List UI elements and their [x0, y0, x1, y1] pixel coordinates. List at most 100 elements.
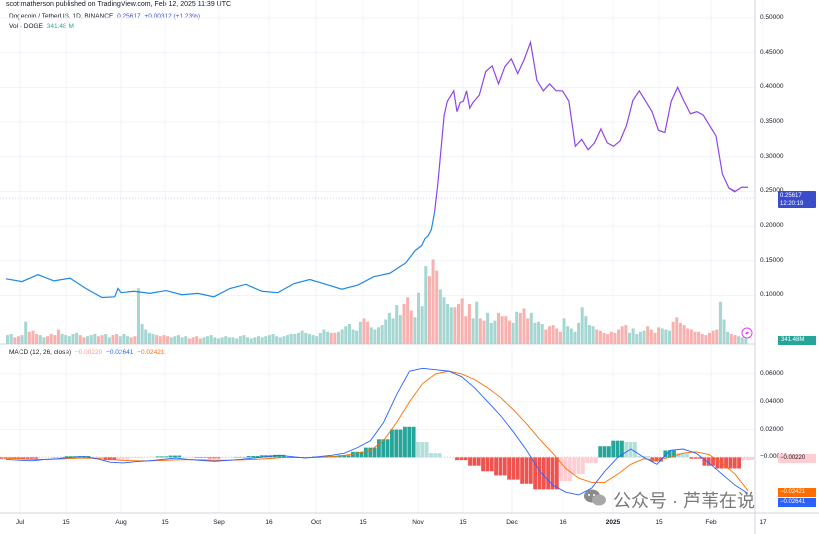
- volume-legend: Vol · DOGE 341.48 M: [9, 23, 76, 30]
- macd-tick-label: −0.00000: [760, 453, 788, 461]
- macd-hist-bar: [116, 457, 121, 460]
- macd-tick-label: 0.06000: [760, 369, 784, 377]
- volume-bar: [38, 335, 42, 344]
- macd-hist-bar: [641, 455, 646, 458]
- macd-hist-bar: [711, 457, 715, 466]
- volume-bar: [406, 297, 410, 344]
- macd-hist-bar: [164, 456, 169, 458]
- volume-bar: [635, 333, 639, 344]
- macd-hist-bar: [663, 450, 668, 458]
- volume-bar: [438, 289, 442, 344]
- volume-bar: [326, 331, 330, 344]
- macd-hist-bar: [377, 439, 381, 458]
- macd-tick-label: 0.04000: [760, 397, 784, 405]
- volume-bar: [35, 333, 39, 344]
- volume-bar: [307, 333, 311, 344]
- macd-hist-bar: [528, 457, 533, 484]
- volume-bar: [275, 336, 279, 344]
- volume-bar: [173, 336, 177, 344]
- volume-bar: [282, 336, 286, 344]
- macd-hist-tag: −0.00220: [778, 454, 816, 463]
- volume-label[interactable]: Vol · DOGE: [9, 23, 43, 30]
- date-tick-label: Oct: [310, 519, 322, 526]
- lightning-icon[interactable]: [741, 327, 753, 339]
- volume-bar: [362, 318, 366, 344]
- volume-bar: [144, 329, 148, 344]
- macd-hist-bar: [68, 456, 73, 458]
- price-series-line-late: [433, 39, 748, 213]
- date-tick-label: 15: [655, 519, 663, 526]
- volume-bar: [657, 327, 661, 344]
- macd-hist-bar: [476, 457, 481, 466]
- macd-hist-bar: [403, 426, 407, 458]
- macd-hist-bar: [706, 457, 711, 466]
- macd-hist-bar: [732, 457, 737, 469]
- wechat-icon: [584, 489, 606, 506]
- macd-hist-bar: [372, 447, 377, 458]
- macd-hist-bar: [459, 457, 464, 461]
- volume-bar: [737, 336, 741, 344]
- volume-bar: [631, 328, 635, 344]
- macd-hist-bar: [559, 457, 564, 482]
- volume-bar: [391, 318, 395, 344]
- macd-hist-bar: [524, 457, 529, 484]
- macd-hist-bar: [550, 457, 555, 490]
- volume-bar: [497, 312, 501, 344]
- macd-hist-bar: [207, 457, 212, 459]
- volume-bar: [740, 337, 744, 344]
- volume-bar: [267, 335, 271, 344]
- macd-hist-bar: [416, 442, 420, 458]
- macd-hist-bar: [411, 426, 416, 458]
- macd-hist-bar: [398, 429, 403, 458]
- volume-bar: [249, 338, 253, 344]
- date-tick-label: 15: [459, 519, 467, 526]
- volume-bar: [231, 337, 235, 344]
- volume-bar: [595, 329, 599, 344]
- volume-bar: [56, 329, 60, 344]
- date-tick-label: Jul: [15, 519, 25, 526]
- macd-hist-bar: [593, 457, 598, 463]
- macd-label[interactable]: MACD (12, 26, close): [9, 349, 72, 356]
- volume-bar: [60, 333, 64, 344]
- volume-bar: [704, 335, 708, 344]
- macd-hist-bar: [507, 457, 512, 480]
- volume-bar: [722, 319, 726, 344]
- volume-bar: [246, 337, 250, 344]
- macd-hist-bar: [463, 457, 468, 461]
- volume-bars: [6, 259, 748, 344]
- macd-hist-bar: [654, 457, 659, 462]
- macd-hist-bar: [368, 447, 373, 458]
- volume-bar: [562, 318, 566, 344]
- volume-bar: [544, 329, 548, 344]
- price-change: +0.00312 (+1.23%): [144, 13, 201, 20]
- volume-bar: [24, 321, 28, 344]
- volume-bar: [718, 301, 722, 344]
- macd-hist-bar: [455, 457, 459, 461]
- volume-bar: [96, 336, 100, 344]
- volume-bar: [71, 333, 75, 344]
- macd-hist-bar: [481, 457, 485, 472]
- price-tick-label: 0.25000: [760, 187, 784, 195]
- macd-hist-bar: [515, 457, 520, 480]
- macd-hist-bar: [537, 457, 542, 490]
- publisher-line: scottmatherson published on TradingView.…: [6, 1, 232, 8]
- macd-hist-bar: [86, 455, 91, 458]
- macd-signal-value: −0.02421: [137, 349, 165, 356]
- macd-hist-bar: [337, 455, 342, 458]
- volume-bar: [606, 333, 610, 344]
- volume-bar: [744, 338, 748, 344]
- macd-hist-bar: [390, 429, 394, 458]
- macd-hist-bar: [429, 453, 433, 458]
- volume-bar: [504, 316, 508, 344]
- volume-tag: 341.48M: [778, 336, 816, 345]
- macd-hist-bar: [29, 457, 34, 459]
- symbol-title[interactable]: Dogecoin / TetherUS, 1D, BINANCE: [9, 13, 114, 20]
- macd-hist-bar: [346, 455, 351, 458]
- macd-hist-bar: [672, 450, 676, 458]
- volume-bar: [464, 316, 468, 344]
- macd-hist-bar: [255, 455, 260, 458]
- macd-hist-bar: [285, 456, 290, 458]
- macd-hist-bar: [485, 457, 490, 472]
- volume-bar: [522, 308, 526, 344]
